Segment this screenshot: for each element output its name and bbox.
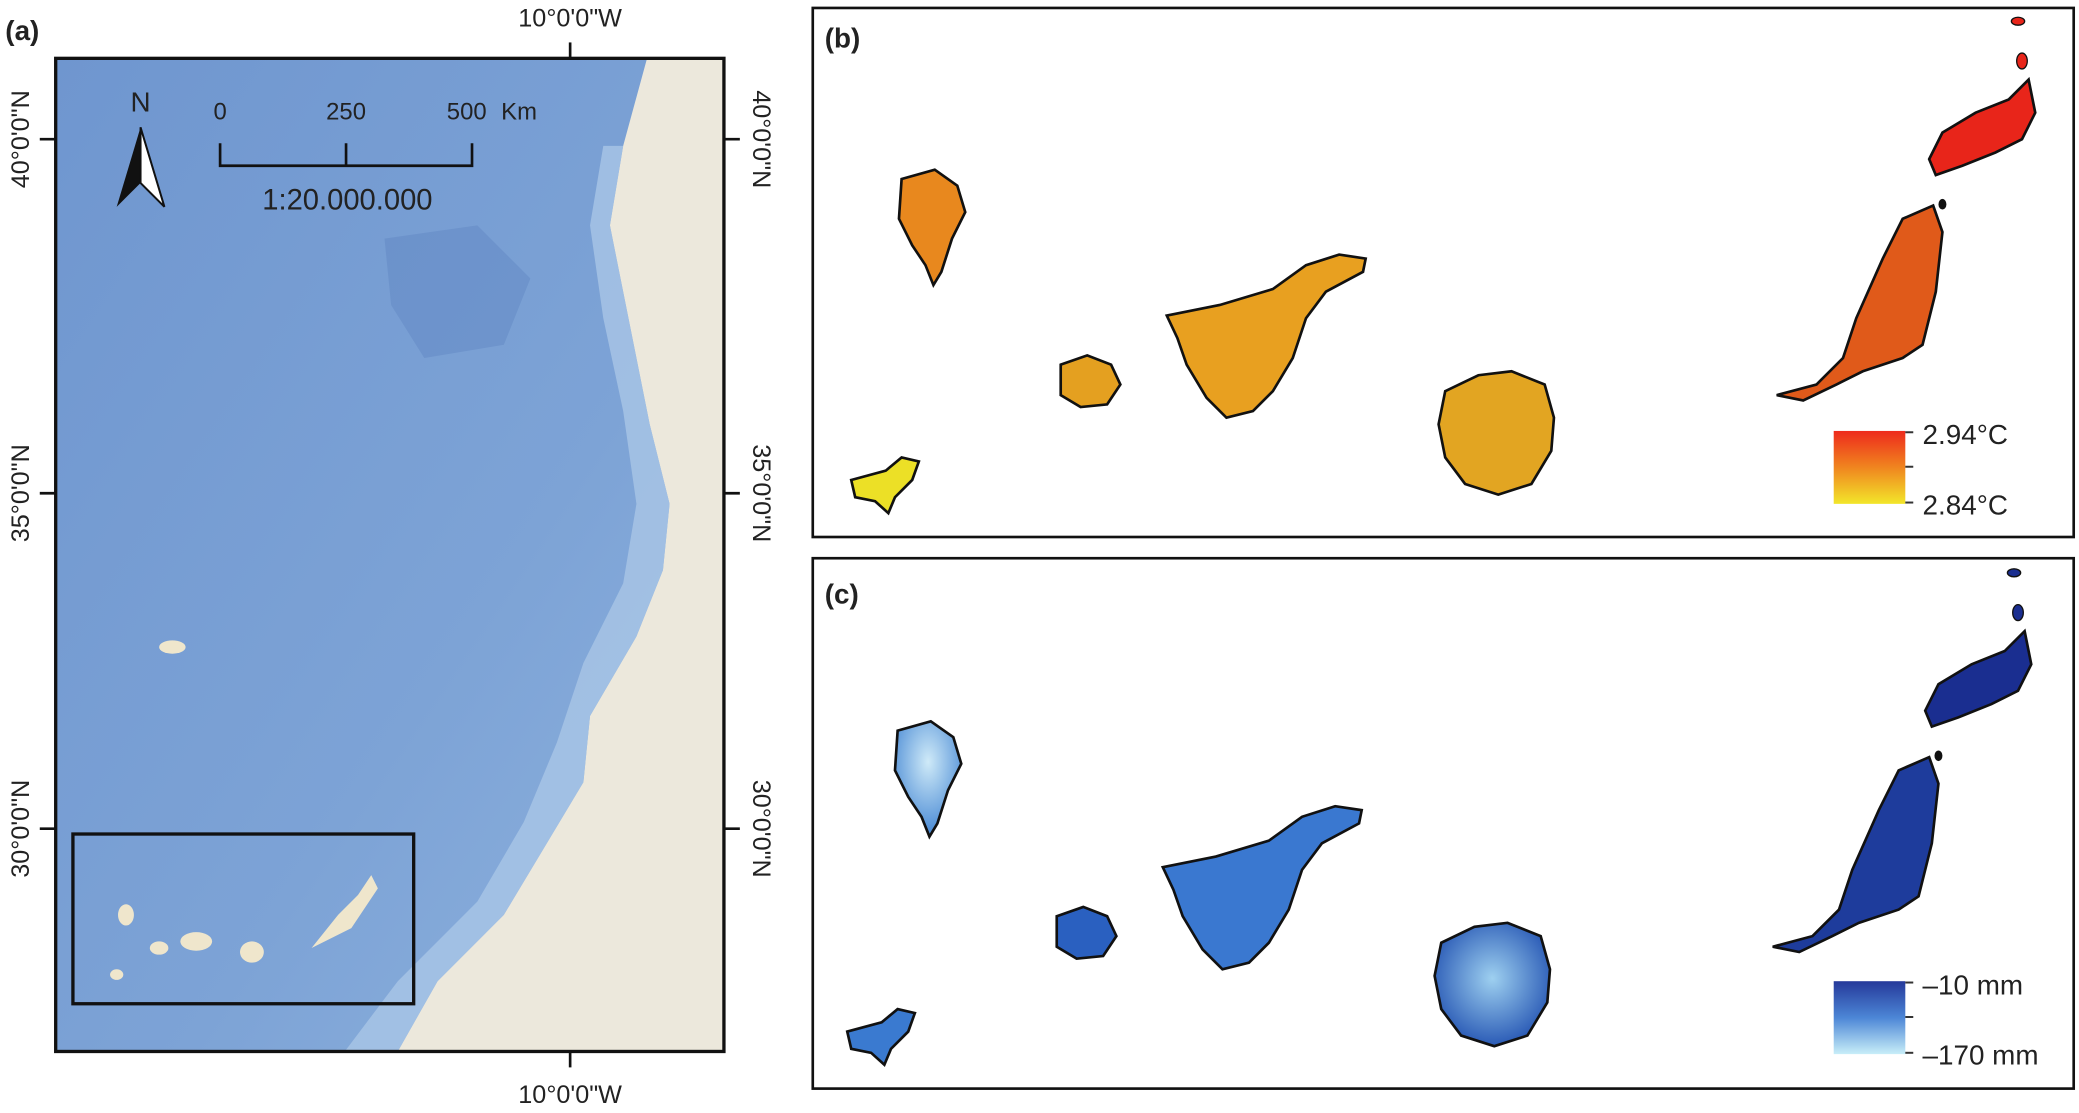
islet <box>2016 52 2028 70</box>
legend-ticks <box>1905 431 1914 504</box>
lon-label: 10°0'0"W <box>518 5 622 33</box>
africa-iberia-land <box>397 58 724 1052</box>
lat-label: 40°0'0"N <box>747 90 775 188</box>
panel-b: (b) 2.94°C 2.84°C <box>811 6 2076 539</box>
islet <box>2006 568 2022 578</box>
legend-max: 2.94°C <box>1923 419 2008 450</box>
islet <box>2010 16 2026 26</box>
arrow-left <box>116 127 141 207</box>
panel-label: (c) <box>825 578 859 609</box>
panel-label: (a) <box>5 15 39 46</box>
scale-ratio: 1:20.000.000 <box>262 184 432 216</box>
lat-label: 35°0'0"N <box>747 444 775 542</box>
scale-line <box>218 143 474 168</box>
island <box>239 941 264 963</box>
lat-label: 30°0'0"N <box>747 780 775 878</box>
lat-label: 30°0'0"N <box>7 780 35 878</box>
north-arrow: N <box>116 86 166 208</box>
islands <box>845 568 2033 1067</box>
islet <box>2012 603 2024 622</box>
panel-a: (a) 10°0'0"W 10°0'0"W 40°0'0"N <box>5 5 775 1110</box>
seabed-basin <box>384 225 531 359</box>
lon-label: 10°0'0"W <box>518 1081 622 1109</box>
island <box>311 875 378 949</box>
island <box>159 640 186 654</box>
islet <box>1934 750 1943 762</box>
arrow-right <box>139 127 166 208</box>
canary-islands <box>110 640 378 980</box>
scale-bar: 0 250 500 Km 1:20.000.000 <box>213 98 537 216</box>
legend-ticks <box>1905 981 1914 1054</box>
islet <box>1938 198 1947 210</box>
legend-min: –170 mm <box>1923 1040 2039 1071</box>
lat-label: 40°0'0"N <box>7 90 35 188</box>
island <box>118 904 134 926</box>
legend-ramp <box>1833 981 1906 1055</box>
north-label: N <box>130 86 150 117</box>
legend-min: 2.84°C <box>1923 489 2008 520</box>
island <box>180 932 213 951</box>
panel-c: (c) –10 mm –170 mm <box>811 556 2076 1090</box>
scale-unit: Km <box>501 98 537 125</box>
inset-box <box>71 832 416 1006</box>
graticule-ticks <box>39 42 740 1068</box>
panel-label: (b) <box>825 23 861 54</box>
scale-tick: 500 <box>447 98 487 125</box>
legend-max: –10 mm <box>1923 969 2024 1000</box>
legend-ramp <box>1833 430 1906 504</box>
map-frame <box>54 56 726 1054</box>
island <box>149 941 169 955</box>
lat-label: 35°0'0"N <box>7 444 35 542</box>
island <box>110 969 124 980</box>
continental-shelf <box>344 145 670 1052</box>
scale-tick: 0 <box>213 98 226 125</box>
scale-tick: 250 <box>326 98 366 125</box>
